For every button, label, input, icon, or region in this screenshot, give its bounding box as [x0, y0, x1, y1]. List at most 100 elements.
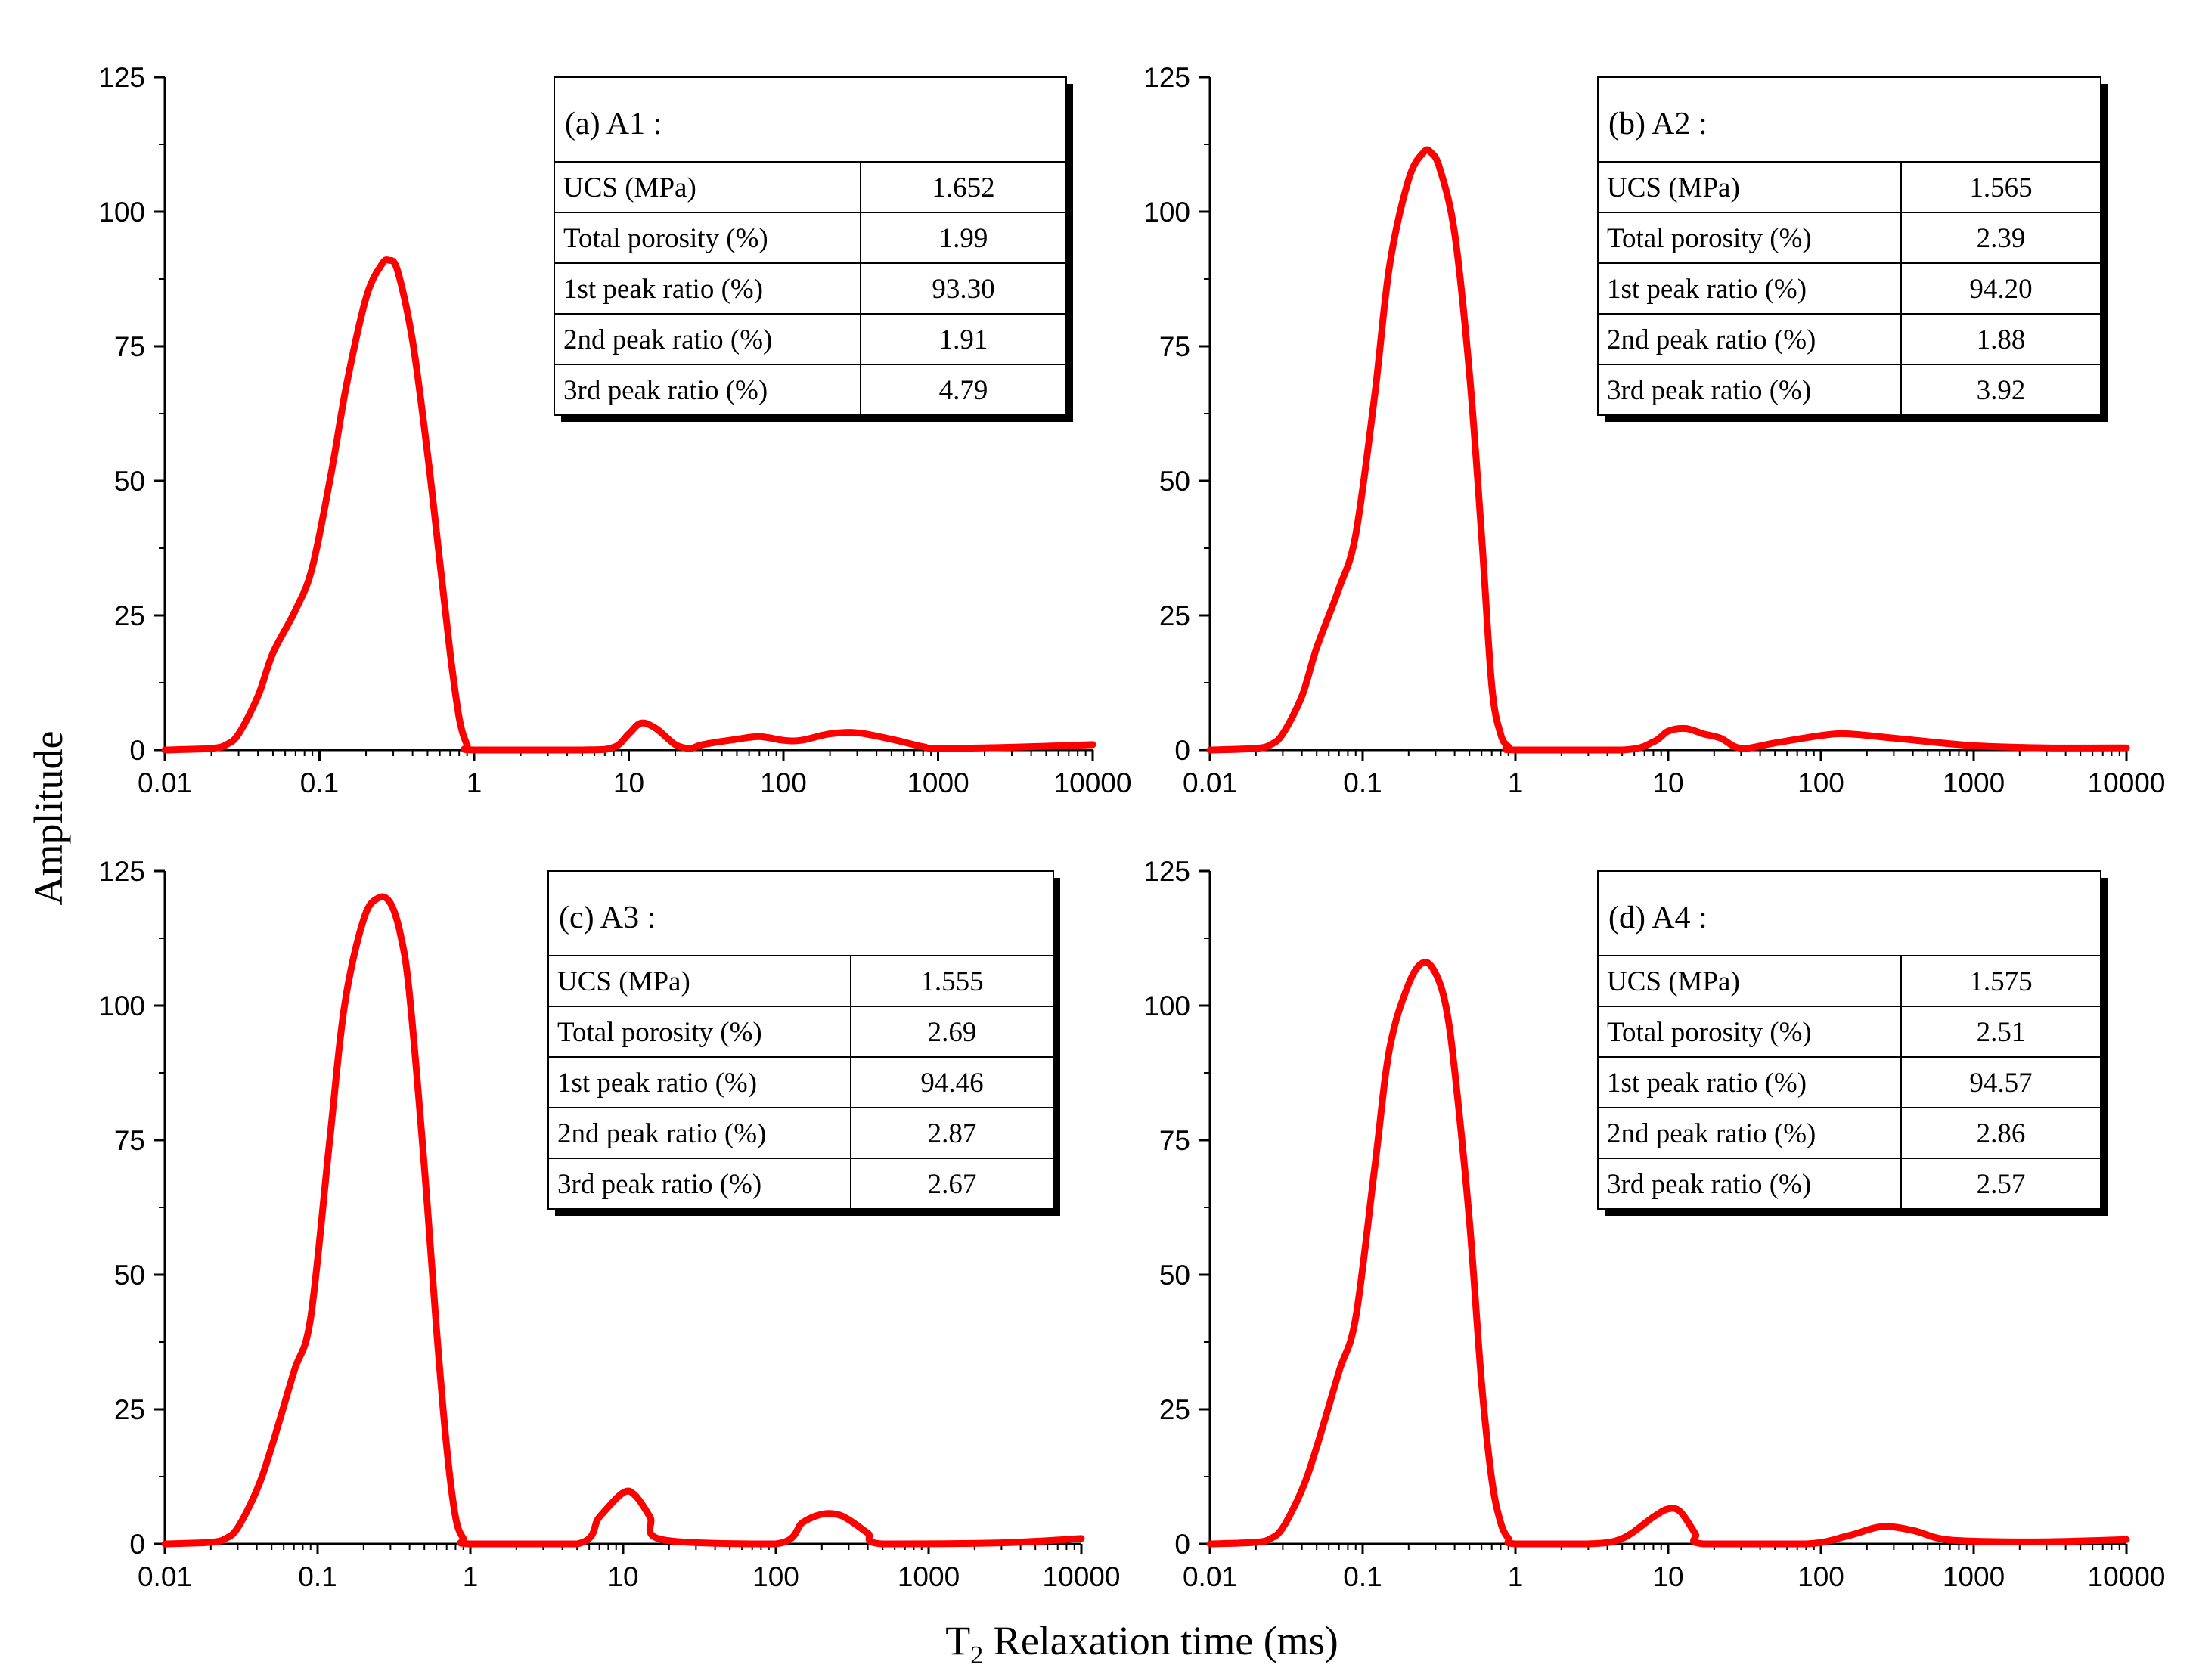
y-tick-label: 100	[98, 197, 145, 228]
x-tick-label: 10000	[2088, 767, 2166, 798]
y-tick-label: 25	[114, 600, 145, 631]
x-axis-title-prefix: T	[945, 1618, 970, 1663]
table-row-label: UCS (MPa)	[1607, 966, 1740, 997]
x-axis-title-subscript: 2	[970, 1641, 983, 1669]
x-tick-label: 1000	[898, 1561, 960, 1592]
panel-d: 0.01 0.1 1 10 100 1000 10000 0 25 50 75 100 125 (d) A…	[1143, 856, 2165, 1592]
table-row-value: 94.46	[920, 1068, 983, 1099]
y-axis-title: Amplitude	[26, 731, 71, 906]
table-row-label: Total porosity (%)	[1607, 1017, 1812, 1048]
y-tick-label: 100	[98, 990, 145, 1021]
info-table: (a) A1 : UCS (MPa) 1.652 Total porosity (%)…	[554, 76, 1073, 422]
x-tick-label: 1	[467, 767, 482, 798]
y-tick-label: 50	[114, 466, 145, 497]
table-row-value: 2.57	[1977, 1169, 2026, 1200]
x-tick-label: 100	[1797, 1561, 1844, 1592]
table-frame	[1597, 870, 2101, 1210]
y-tick-label: 100	[1143, 197, 1190, 228]
y-tick-label: 125	[98, 62, 145, 93]
x-tick-label: 1	[1508, 1561, 1524, 1592]
y-tick-label: 75	[114, 331, 145, 362]
table-row-value: 1.88	[1977, 324, 2026, 355]
x-tick-label: 100	[760, 767, 807, 798]
table-row-label: UCS (MPa)	[563, 172, 696, 203]
table-row-label: 2nd peak ratio (%)	[563, 324, 772, 355]
table-frame	[1597, 76, 2101, 416]
x-tick-label: 0.1	[300, 767, 339, 798]
table-row-value: 1.652	[932, 172, 994, 203]
y-tick-label: 25	[114, 1394, 145, 1425]
y-tick-label: 25	[1159, 1394, 1190, 1425]
x-axis-title: T2 Relaxation time (ms)	[945, 1618, 1338, 1669]
table-row-label: 3rd peak ratio (%)	[557, 1169, 761, 1200]
x-tick-label: 1000	[1943, 1561, 2005, 1592]
table-row-label: Total porosity (%)	[1607, 223, 1812, 254]
table-row-label: 3rd peak ratio (%)	[1607, 375, 1811, 406]
table-row-value: 94.20	[1969, 274, 2032, 305]
table-frame	[547, 870, 1054, 1210]
series-line	[161, 256, 1096, 754]
x-tick-label: 0.01	[138, 1561, 192, 1592]
table-title: (d) A4 :	[1608, 900, 1707, 935]
table-row-label: UCS (MPa)	[1607, 172, 1740, 203]
table-title: (b) A2 :	[1608, 107, 1707, 141]
table-row-label: 3rd peak ratio (%)	[563, 375, 768, 406]
x-tick-label: 0.1	[1343, 1561, 1382, 1592]
y-tick-label: 75	[1159, 331, 1190, 362]
table-row-value: 1.99	[939, 223, 988, 254]
info-table: (b) A2 : UCS (MPa) 1.565 Total porosity (%)…	[1597, 76, 2108, 422]
table-row-value: 3.92	[1977, 375, 2026, 406]
y-tick-label: 50	[1159, 1260, 1190, 1291]
table-row-value: 94.57	[1969, 1068, 2032, 1099]
table-row-label: 1st peak ratio (%)	[557, 1068, 757, 1099]
x-axis-title-suffix: Relaxation time (ms)	[983, 1618, 1338, 1663]
table-row-value: 4.79	[939, 375, 988, 406]
table-row-label: 1st peak ratio (%)	[1607, 274, 1807, 305]
x-tick-label: 10000	[2088, 1561, 2166, 1592]
x-tick-label: 0.01	[1183, 1561, 1237, 1592]
x-tick-label: 1	[463, 1561, 479, 1592]
table-row-label: 1st peak ratio (%)	[1607, 1068, 1807, 1099]
y-tick-label: 0	[1174, 1529, 1190, 1560]
y-tick-label: 75	[114, 1125, 145, 1156]
table-row-value: 2.69	[928, 1017, 977, 1048]
y-tick-label: 75	[1159, 1125, 1190, 1156]
y-tick-label: 25	[1159, 600, 1190, 631]
y-tick-label: 0	[1174, 735, 1190, 766]
y-tick-label: 0	[129, 735, 145, 766]
table-title: (c) A3 :	[559, 900, 656, 935]
table-row-label: Total porosity (%)	[557, 1017, 762, 1048]
table-frame	[554, 76, 1067, 416]
series-line	[161, 893, 1085, 1548]
series-line	[1206, 959, 2130, 1548]
table-row-value: 1.91	[939, 324, 988, 355]
x-tick-label: 100	[752, 1561, 799, 1592]
x-tick-label: 10	[1652, 1561, 1683, 1592]
table-row-label: 3rd peak ratio (%)	[1607, 1169, 1811, 1200]
y-tick-label: 100	[1143, 990, 1190, 1021]
table-row-value: 1.575	[1969, 966, 2032, 997]
x-tick-label: 10	[613, 767, 644, 798]
table-row-value: 2.39	[1977, 223, 2026, 254]
panel-b: 0.01 0.1 1 10 100 1000 10000 0 25 50 75 100 125 (b) A…	[1143, 62, 2165, 798]
x-tick-label: 1000	[907, 767, 969, 798]
x-tick-label: 10	[607, 1561, 638, 1592]
x-tick-label: 0.01	[138, 767, 192, 798]
x-tick-label: 10	[1652, 767, 1683, 798]
table-row-label: 2nd peak ratio (%)	[557, 1118, 766, 1149]
table-row-label: 1st peak ratio (%)	[563, 274, 763, 305]
y-tick-label: 125	[1143, 856, 1190, 887]
x-tick-label: 1	[1508, 767, 1524, 798]
table-row-label: 2nd peak ratio (%)	[1607, 1118, 1816, 1149]
panel-a: 0.01 0.1 1 10 100 1000 10000 0 25 50 75 100 125 (a) A…	[98, 62, 1131, 798]
info-table: (c) A3 : UCS (MPa) 1.555 Total porosity (%)…	[547, 870, 1060, 1216]
y-tick-label: 125	[1143, 62, 1190, 93]
table-row-value: 1.555	[920, 966, 983, 997]
table-title: (a) A1 :	[565, 107, 662, 141]
x-tick-label: 0.01	[1183, 767, 1237, 798]
table-row-value: 1.565	[1969, 172, 2032, 203]
table-row-label: UCS (MPa)	[557, 966, 690, 997]
table-row-value: 2.51	[1977, 1017, 2026, 1048]
y-tick-label: 50	[1159, 466, 1190, 497]
